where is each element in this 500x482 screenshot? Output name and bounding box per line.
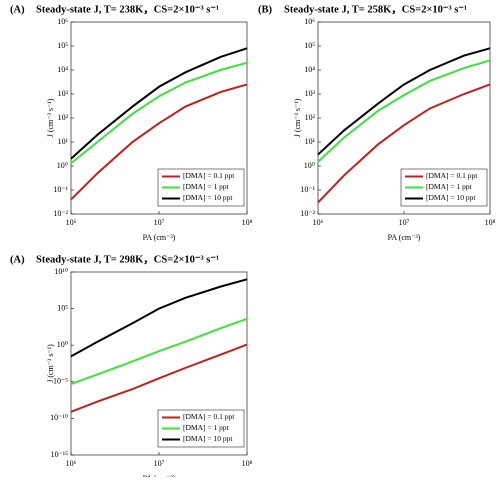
legend-label: [DMA] = 1 ppt (183, 182, 230, 191)
y-tick-label: 10⁶ (57, 17, 68, 26)
panel-label: (B) (258, 4, 273, 15)
data-line (70, 317, 248, 385)
y-tick-label: 10⁰ (304, 161, 315, 170)
panel: (A) Steady-state J, T= 238K，CS=2×10⁻³ s⁻¹… (10, 4, 253, 241)
y-tick-label: 10⁻² (53, 209, 68, 218)
x-tick-label: 10⁷ (399, 218, 410, 227)
y-tick-label: 10⁴ (304, 65, 315, 74)
legend-label: [DMA] = 10 ppt (426, 193, 476, 202)
y-tick-label: 10⁻⁵ (53, 377, 68, 386)
legend: [DMA] = 0.1 ppt [DMA] = 1 ppt [DMA] = 10 p… (157, 409, 245, 448)
data-line (317, 47, 491, 156)
y-tick-label: 10¹ (58, 137, 69, 146)
legend-label: [DMA] = 0.1 ppt (426, 171, 478, 180)
x-tick-label: 10⁶ (313, 218, 324, 227)
data-line (70, 278, 248, 358)
data-line (70, 343, 248, 413)
panel-label: (A) (10, 4, 25, 15)
x-tick-label: 10⁷ (154, 459, 165, 468)
legend-label: [DMA] = 10 ppt (183, 193, 233, 202)
legend-label: [DMA] = 0.1 ppt (183, 171, 235, 180)
data-line (70, 47, 248, 160)
y-tick-label: 10⁻¹ (300, 185, 315, 194)
y-tick-label: 10⁻¹ (53, 185, 68, 194)
legend-label: [DMA] = 1 ppt (426, 182, 473, 191)
x-axis-label: PA (cm⁻³) (388, 233, 421, 242)
panel-label: (A) (10, 254, 25, 265)
y-tick-label: 10¹ (305, 137, 316, 146)
x-axis-label: PA (cm⁻³) (143, 233, 176, 242)
y-tick-label: 10³ (58, 89, 69, 98)
y-tick-label: 10⁰ (57, 340, 68, 349)
x-tick-label: 10⁸ (485, 218, 496, 227)
legend-label: [DMA] = 1 ppt (183, 423, 230, 432)
x-tick-label: 10⁶ (66, 218, 77, 227)
y-tick-label: 10⁻² (300, 209, 315, 218)
y-tick-label: 10⁵ (57, 303, 68, 312)
x-tick-label: 10⁸ (242, 459, 253, 468)
y-tick-label: 10⁵ (57, 41, 68, 50)
data-line (317, 59, 491, 163)
y-axis-label: J (cm⁻³ s⁻¹) (46, 98, 55, 137)
legend: [DMA] = 0.1 ppt [DMA] = 1 ppt [DMA] = 10 p… (157, 168, 245, 207)
x-tick-label: 10⁸ (242, 218, 253, 227)
panel: (A) Steady-state J, T= 298K，CS=2×10⁻³ s⁻¹… (10, 254, 253, 482)
y-tick-label: 10⁻¹⁰ (50, 413, 68, 422)
y-tick-label: 10⁻¹⁵ (51, 450, 69, 459)
y-tick-label: 10⁵ (304, 41, 315, 50)
y-tick-label: 10² (58, 113, 69, 122)
legend-label: [DMA] = 0.1 ppt (183, 412, 235, 421)
legend-label: [DMA] = 10 ppt (183, 434, 233, 443)
x-tick-label: 10⁷ (154, 218, 165, 227)
chart-title: Steady-state J, T= 298K，CS=2×10⁻³ s⁻¹ (36, 254, 219, 265)
chart-title: Steady-state J, T= 258K，CS=2×10⁻³ s⁻¹ (284, 4, 467, 15)
y-tick-label: 10² (305, 113, 316, 122)
x-tick-label: 10⁶ (66, 459, 77, 468)
chart-title: Steady-state J, T= 238K，CS=2×10⁻³ s⁻¹ (36, 4, 219, 15)
y-tick-label: 10⁴ (57, 65, 68, 74)
y-tick-label: 10³ (305, 89, 316, 98)
data-line (70, 61, 248, 165)
data-line (70, 83, 248, 201)
y-tick-label: 10¹⁰ (54, 267, 68, 276)
y-tick-label: 10⁶ (304, 17, 315, 26)
legend: [DMA] = 0.1 ppt [DMA] = 1 ppt [DMA] = 10 p… (400, 168, 488, 207)
y-tick-label: 10⁰ (57, 161, 68, 170)
y-axis-label: J (cm⁻³ s⁻¹) (293, 98, 302, 137)
y-axis-label: J (cm⁻³ s⁻¹) (46, 344, 55, 383)
data-line (317, 83, 491, 204)
panel: (B) Steady-state J, T= 258K，CS=2×10⁻³ s⁻¹… (258, 4, 496, 241)
